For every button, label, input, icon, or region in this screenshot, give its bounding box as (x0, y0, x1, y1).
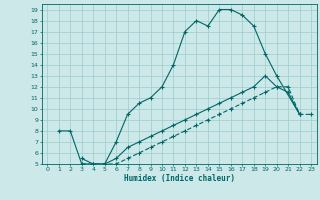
X-axis label: Humidex (Indice chaleur): Humidex (Indice chaleur) (124, 174, 235, 183)
